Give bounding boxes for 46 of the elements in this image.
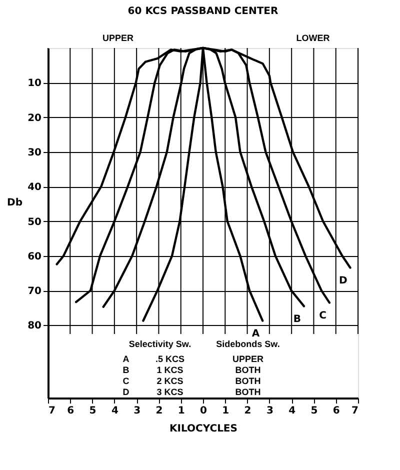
annotation: BOTH <box>235 387 261 397</box>
x-tick-label: 4 <box>288 406 296 416</box>
x-tick-label: 2 <box>156 406 163 416</box>
annotation: B <box>122 365 130 375</box>
x-tick-label: 7 <box>352 406 359 416</box>
y-tick-label: 10 <box>28 78 42 90</box>
annotation: A <box>122 354 130 364</box>
x-tick-label: 6 <box>67 406 74 416</box>
annotation: 2 KCS <box>156 376 184 386</box>
annotation: UPPER <box>232 354 264 364</box>
y-tick-label: 30 <box>28 147 42 158</box>
annotation: Sidebonds Sw. <box>216 339 280 349</box>
series-label: B <box>293 314 301 326</box>
y-tick-label: 40 <box>28 182 42 194</box>
annotation: C <box>122 376 130 386</box>
annotation: 3 KCS <box>156 387 184 397</box>
series-label: A <box>252 328 260 340</box>
x-tick-label: 1 <box>178 406 185 416</box>
x-axis-title: KILOCYCLES <box>170 424 238 434</box>
x-tick-label: 2 <box>244 406 252 416</box>
x-tick-label: 4 <box>111 406 118 416</box>
y-tick-label: 80 <box>28 320 42 332</box>
x-tick-label: 3 <box>266 406 274 416</box>
text: UPPER <box>102 33 134 43</box>
text: LOWER <box>296 33 330 43</box>
annotation: D <box>122 387 130 397</box>
x-tick-label: 6 <box>332 406 340 416</box>
y-tick-label: 70 <box>28 286 42 298</box>
y-tick-label: 60 <box>28 251 42 262</box>
y-tick-label: 50 <box>28 216 42 228</box>
annotation: BOTH <box>235 376 261 386</box>
series-label: C <box>319 310 326 322</box>
x-tick-label: 3 <box>134 406 141 416</box>
x-tick-label: 1 <box>222 406 230 416</box>
chart-title: 60 KCS PASSBAND CENTER <box>128 6 279 17</box>
annotation: BOTH <box>235 365 261 375</box>
x-tick-label: 5 <box>310 406 318 416</box>
x-tick-label: 5 <box>89 406 96 416</box>
y-tick-label: 20 <box>28 112 42 124</box>
y-axis-title: Db <box>7 198 22 208</box>
annotation: .5 KCS <box>155 354 185 364</box>
annotation: Selectivity Sw. <box>128 339 192 349</box>
x-tick-label: 7 <box>48 406 56 416</box>
annotation: 1 KCS <box>156 365 184 375</box>
series-label: D <box>338 276 348 287</box>
x-tick-label: 0 <box>200 406 208 416</box>
